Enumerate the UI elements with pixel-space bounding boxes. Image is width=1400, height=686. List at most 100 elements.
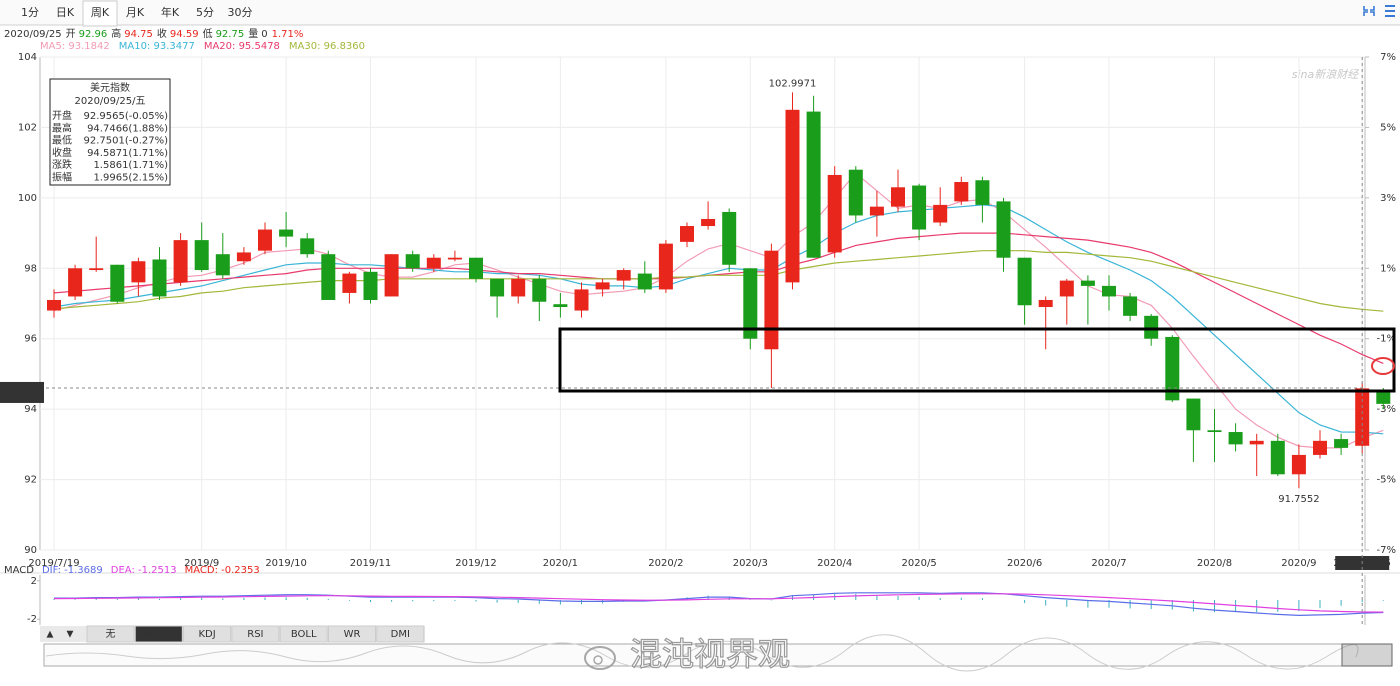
info-value: 1.9965(2.15%) (93, 173, 168, 184)
active-tab[interactable] (82, 0, 118, 27)
indicator-tab-bg[interactable] (376, 625, 425, 643)
scroll-arrow[interactable]: ▲ (47, 630, 54, 640)
candle-body (1144, 315, 1159, 339)
y2-tick-label: 7% (1380, 52, 1396, 63)
ma-line (53, 204, 1384, 435)
candle-body (89, 268, 104, 271)
candle-body (1334, 439, 1349, 448)
indicator-tab[interactable]: RSI (247, 629, 263, 640)
quote-label: 开 (66, 29, 76, 40)
y2-tick-label: 5% (1380, 122, 1396, 133)
quote-date: 2020/09/25 (4, 29, 62, 40)
candle-body (1017, 257, 1032, 306)
candle-body (342, 273, 357, 293)
indicator-tab-bg[interactable] (328, 625, 376, 643)
indicator-tab-bg[interactable] (134, 625, 183, 643)
legend-entry: MA30: 96.8360 (289, 41, 365, 52)
candle-body (405, 254, 420, 269)
timeframe-tab[interactable]: 日K (56, 6, 75, 19)
candle-body (511, 278, 526, 297)
indicator-tab[interactable]: WR (344, 629, 361, 640)
timeframe-tab[interactable]: 周K (91, 6, 110, 19)
navigator-handle[interactable] (1341, 643, 1393, 667)
ma-line (53, 232, 1384, 364)
indicator-tab[interactable]: KDJ (198, 629, 215, 640)
indicator-tab[interactable]: DMI (391, 629, 410, 640)
quote-label: 收 (157, 27, 167, 40)
x-tick-label: 2020/9 (1281, 558, 1316, 569)
scroll-arrow[interactable]: ▼ (67, 630, 74, 640)
macd-line (54, 592, 1384, 617)
quote-value: 92.96 (79, 29, 108, 40)
timeframe-tab[interactable]: 年K (161, 5, 180, 19)
macd-tick-label: 2 (31, 576, 37, 587)
y-tick-label: 100 (18, 193, 37, 204)
candle-body (785, 109, 800, 283)
timeframe-tab[interactable]: 30分 (228, 6, 253, 19)
info-title: 美元指数 (90, 81, 130, 94)
candle-body (131, 261, 146, 283)
x-tick-label: 2020/5 (902, 558, 937, 569)
x-tick-label: 2020/3 (733, 558, 768, 569)
x-tick-label: 2019/12 (455, 558, 497, 569)
candle-body (321, 254, 336, 300)
legend-entry: MA20: 95.5478 (204, 41, 280, 52)
candle-body (658, 243, 673, 290)
x-tick-label: 2020/8 (1197, 558, 1232, 569)
candle-body (426, 257, 441, 269)
candle-body (806, 111, 821, 258)
indicator-tab-bg[interactable] (183, 625, 232, 643)
x-tick-label: 2020/7 (1091, 558, 1126, 569)
macd-legend: MACD DIF: -1.3689 DEA: -1.2513 MACD: -0.235… (4, 565, 260, 576)
indicator-tab[interactable]: MACD (144, 629, 174, 640)
candle-body (637, 273, 652, 290)
candle-body (258, 229, 272, 251)
ma-line (53, 250, 1384, 312)
timeframe-tab[interactable]: 1分 (21, 6, 39, 19)
macd-tick-label: -2 (27, 614, 37, 625)
x-tick-label: 2019/7/19 (28, 558, 79, 569)
info-value: 92.7501(-0.27%) (83, 136, 168, 147)
quote-value: 94.59 (170, 29, 199, 40)
fullscreen-icon[interactable] (1363, 6, 1375, 16)
x-tick-label: 2020/1 (543, 558, 578, 569)
quote-value: 94.75 (124, 29, 153, 40)
x-tick-label: 2019/10 (265, 558, 307, 569)
quote-label: 高 (111, 27, 121, 40)
candle-body (469, 257, 483, 279)
y-tick-label: 94 (24, 404, 37, 415)
weibo-logo-eye (593, 655, 603, 665)
info-date: 2020/09/25/五 (74, 96, 145, 107)
indicator-tab[interactable]: BOLL (291, 629, 317, 640)
info-box (49, 78, 171, 186)
candle-body (1038, 299, 1053, 308)
indicator-tab[interactable]: 无 (106, 629, 116, 640)
y2-tick-label: -1% (1377, 334, 1396, 345)
candle-body (1080, 280, 1095, 286)
info-value: 1.5861(1.71%) (93, 160, 168, 171)
y-tick-label: 96 (24, 334, 37, 345)
settings-icon[interactable] (1385, 5, 1395, 17)
candle-body (743, 268, 758, 339)
weibo-logo (584, 646, 616, 670)
legend-entry: DIF: -1.3689 (42, 565, 103, 576)
timeframe-tab[interactable]: 月K (126, 6, 145, 19)
candle-body (574, 289, 589, 311)
candle-body (532, 278, 547, 302)
info-value: 94.5871(1.71%) (87, 148, 168, 159)
macd-title: MACD (4, 565, 34, 576)
indicator-tab-bg[interactable] (231, 625, 280, 643)
indicator-tab-bg[interactable] (86, 625, 135, 643)
quote-label: 量 (248, 28, 258, 40)
indicator-tab-bg[interactable] (279, 625, 328, 643)
info-label: 最低 (52, 134, 72, 147)
info-label: 开盘 (52, 109, 72, 122)
quote-change: 1.71% (272, 29, 304, 40)
timeframe-tab[interactable]: 5分 (196, 6, 214, 19)
legend-entry: MA10: 93.3477 (119, 41, 195, 52)
candle-body (933, 204, 948, 223)
candle-body (490, 278, 505, 297)
candle-body (1291, 454, 1306, 475)
